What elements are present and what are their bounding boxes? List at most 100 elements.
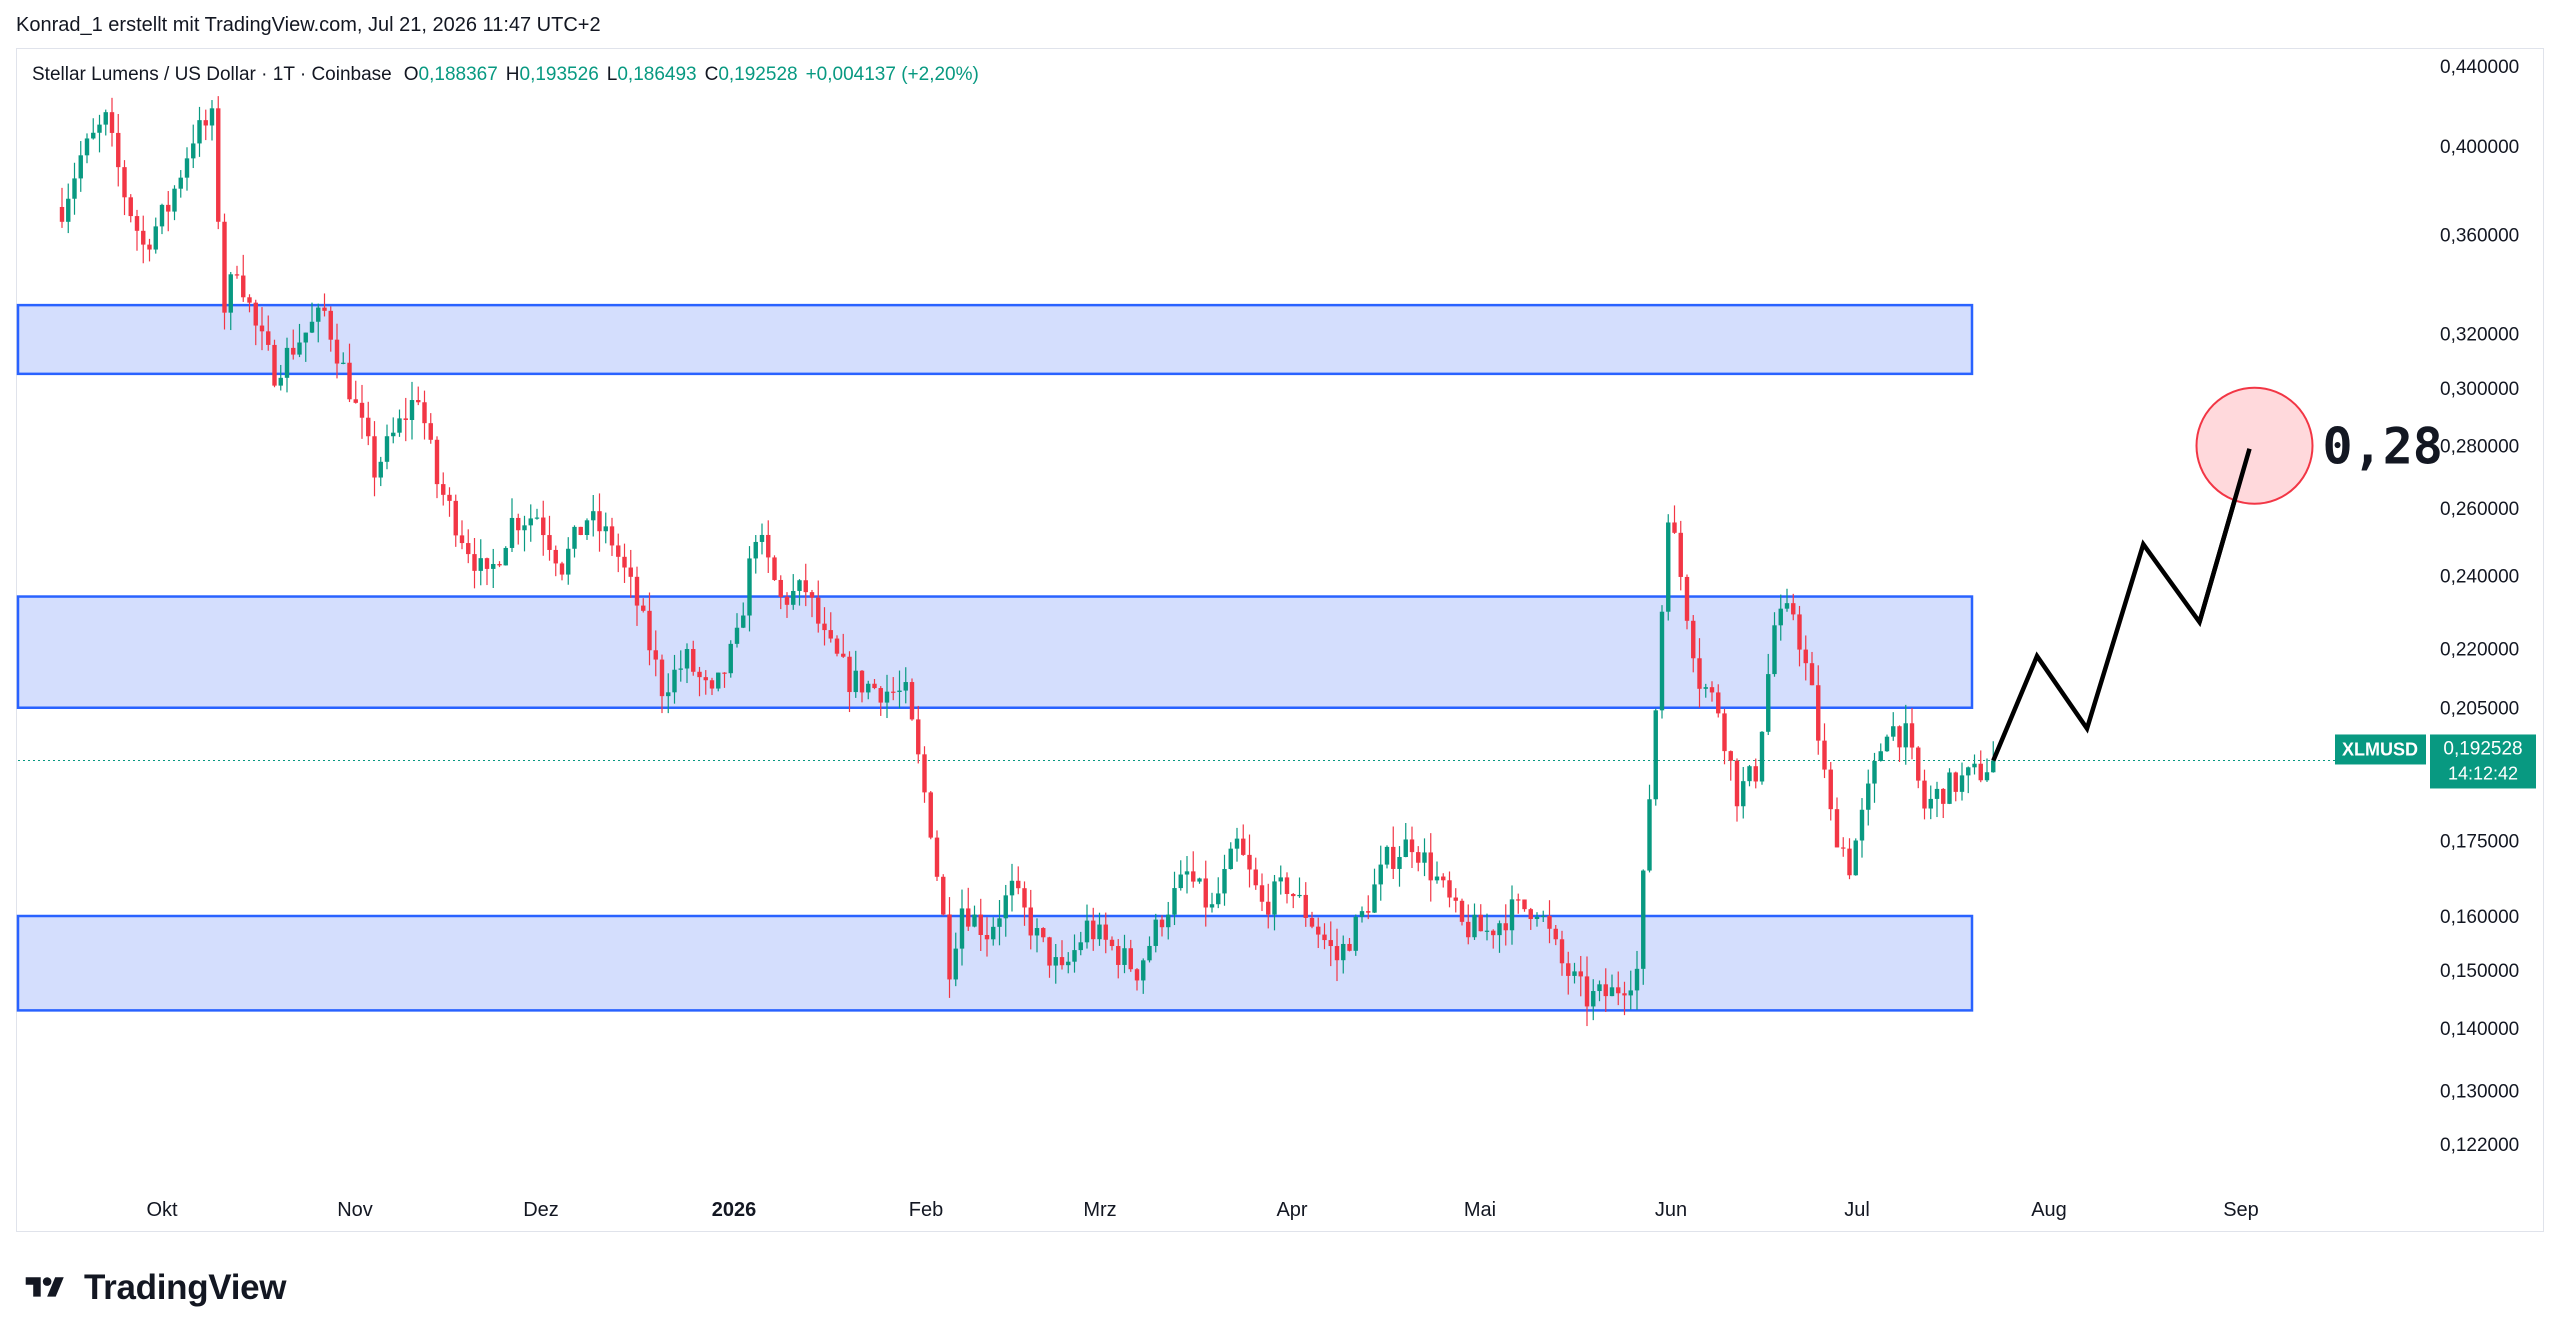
candle-body [253,302,258,326]
low-label: L [606,64,618,85]
change-value: +0,004137 (+2,20%) [805,64,979,85]
target-annotation[interactable]: 0,28 [2195,386,2443,623]
high-value: 0,193526 [519,64,599,85]
candle-body [1209,904,1215,908]
last-price-tag: XLMUSD 0,192528 14:12:42 [2335,734,2536,789]
candle-body [1422,852,1427,863]
candle-body [347,362,352,400]
candle-body [1403,839,1408,858]
candle-body [1309,917,1315,927]
candle-body [484,558,490,569]
candle-body [847,656,852,693]
candle-body [1603,984,1608,997]
candle-body [1734,760,1740,807]
candle-body [1609,987,1615,997]
projection-path [1991,448,2252,762]
candle-body [878,688,883,703]
candle-body [97,124,102,133]
candle-body [791,590,796,605]
candle-body [466,543,471,555]
price-tag-value-bg [2430,734,2536,789]
candle-body [1897,726,1902,748]
price-tick-label: 0,140000 [2440,1019,2519,1040]
candle-body [1216,893,1221,905]
time-tick-label: Mai [1464,1199,1496,1221]
close-value: 0,192528 [718,64,798,85]
candle-body [359,402,365,418]
tradingview-brand[interactable]: TradingView [18,1266,287,1310]
zone-1[interactable] [16,303,1974,376]
candle-body [572,526,577,549]
candle-body [666,692,671,697]
candle-body [778,579,783,597]
candle-body [1497,923,1502,936]
candle-body [1641,870,1646,969]
candle-body [278,377,283,386]
candle-body [491,564,496,569]
candle-body [747,558,752,616]
candle-body [1459,900,1465,922]
chart-frame [16,48,2544,1232]
candle-body [997,918,1002,927]
candle-body [1222,869,1227,894]
candle-body [697,671,702,678]
zone-2[interactable] [16,595,1974,709]
candle-body [953,948,958,980]
candle-body [816,597,821,624]
brand-name: TradingView [84,1268,287,1307]
open-label: O [403,64,419,85]
candle-body [566,548,571,575]
candle-body [616,545,621,557]
candle-body [1234,838,1240,849]
candle-body [1522,899,1527,910]
candle-body [1566,963,1571,976]
candle-body [222,221,227,313]
candle-body [1022,888,1027,908]
candle-body [597,511,602,532]
symbol-title[interactable]: Stellar Lumens / US Dollar · 1T · Coinba… [32,64,392,85]
candle-body [1253,869,1258,886]
candle-body [147,244,152,250]
time-tick-label: Apr [1276,1199,1307,1221]
candle-body [991,926,996,940]
price-tick-label: 0,205000 [2440,699,2519,720]
time-tick-label: Aug [2031,1199,2067,1221]
candle-body [1934,788,1940,799]
candle-body [1722,713,1727,752]
price-tag-symbol-bg [2335,734,2426,765]
candle-body [116,132,121,168]
projection-line[interactable] [1991,448,2252,762]
symbol-legend: Stellar Lumens / US Dollar · 1T · Coinba… [32,64,979,86]
candle-body [1328,940,1333,947]
target-circle[interactable] [2195,386,2314,505]
time-tick-label: 2026 [712,1199,757,1221]
candle-body [134,216,140,231]
candle-body [1872,760,1877,784]
candle-body [1984,772,1990,781]
candle-body [1047,937,1052,966]
candle-body [897,690,902,692]
candle-body [297,342,302,355]
candle-body [1759,731,1765,782]
candle-body [1972,763,1977,768]
candle-body [322,307,327,311]
candle-body [128,197,133,217]
candle-body [1228,848,1233,870]
candle-body [1597,984,1602,992]
time-axis[interactable]: Okt Nov Dez 2026 Feb Mrz Apr Mai Jun Jul Aug Sep [146,1199,2258,1221]
candle-body [1922,780,1927,809]
candle-body [403,418,408,421]
price-tick-label: 0,130000 [2440,1081,2519,1102]
candle-body [1116,946,1121,965]
price-axis[interactable]: 0,440000 0,400000 0,360000 0,320000 0,300000… [2440,57,2519,1156]
candle-body [1753,766,1758,782]
price-tick-label: 0,400000 [2440,137,2519,158]
candle-body [966,908,971,927]
candle-body [1109,939,1115,947]
candle-body [1416,852,1421,863]
candle-body [509,517,515,548]
candle-body [228,274,233,313]
candle-body [328,310,333,340]
candle-body [478,558,483,571]
